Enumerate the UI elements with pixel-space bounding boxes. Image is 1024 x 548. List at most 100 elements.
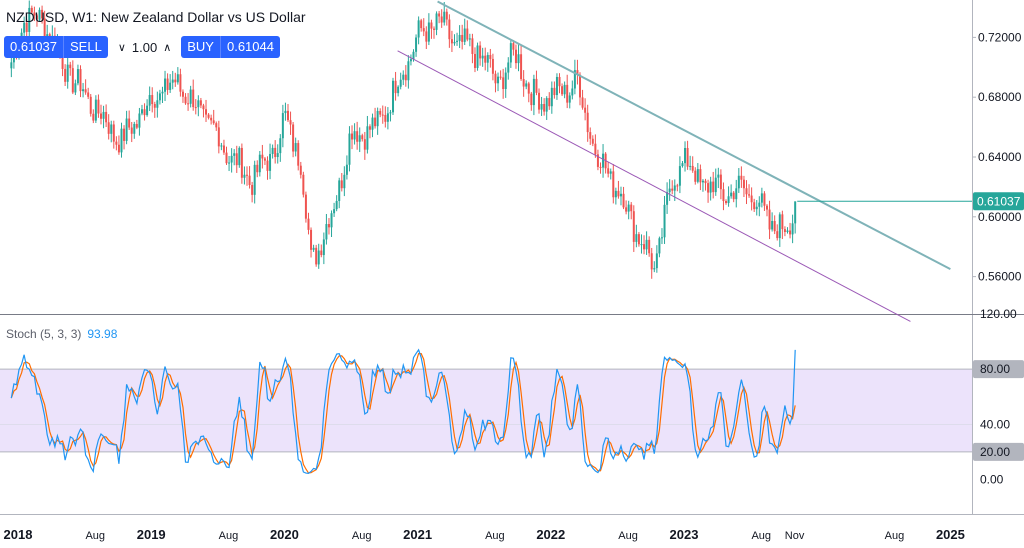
bull-candle: [435, 13, 438, 30]
bull-candle: [602, 153, 605, 168]
bear-candle: [461, 34, 464, 42]
bull-candle: [701, 180, 704, 183]
bear-candle: [99, 113, 102, 119]
bull-candle: [573, 70, 576, 89]
bear-candle: [194, 107, 197, 109]
bear-candle: [650, 253, 653, 270]
bear-candle: [432, 28, 435, 30]
bear-candle: [123, 128, 126, 141]
bear-candle: [302, 174, 305, 195]
bear-candle: [184, 96, 187, 104]
bull-candle: [333, 209, 336, 214]
bull-candle: [609, 171, 612, 174]
stoch-tick-label: 120.00: [980, 307, 1017, 321]
bear-candle: [304, 194, 307, 219]
increase-icon[interactable]: ∧: [163, 41, 172, 54]
bear-candle: [586, 112, 589, 133]
bull-candle: [386, 113, 389, 122]
bear-candle: [89, 96, 92, 114]
bull-candle: [148, 95, 151, 106]
bull-candle: [540, 103, 543, 110]
bear-candle: [356, 131, 359, 142]
bear-candle: [340, 180, 343, 189]
buy-button[interactable]: BUY: [181, 36, 220, 58]
time-axis-month-label: Aug: [618, 530, 638, 542]
bull-candle: [571, 88, 574, 96]
bull-candle: [517, 54, 520, 64]
bull-candle: [94, 99, 97, 121]
bear-candle: [527, 83, 530, 94]
bear-candle: [607, 168, 610, 174]
bear-candle: [43, 18, 46, 39]
bull-candle: [486, 54, 489, 63]
bear-candle: [202, 105, 205, 110]
bull-candle: [456, 40, 459, 42]
bear-candle: [263, 158, 266, 161]
bull-candle: [335, 200, 338, 210]
quantity-value[interactable]: 1.00: [131, 39, 158, 55]
bull-candle: [171, 79, 174, 83]
buy-price[interactable]: 0.61044: [219, 36, 280, 58]
bull-candle: [169, 82, 172, 90]
bull-candle: [532, 78, 535, 106]
bull-candle: [133, 123, 136, 134]
bear-candle: [712, 181, 715, 193]
bear-candle: [753, 202, 756, 210]
bull-candle: [276, 153, 279, 158]
bear-candle: [351, 133, 354, 140]
bear-candle: [363, 139, 366, 150]
time-axis-month-label: Aug: [485, 530, 505, 542]
time-axis-month-label: Aug: [219, 530, 239, 542]
bear-candle: [514, 49, 517, 64]
last-price-tag: [973, 192, 1024, 211]
bull-candle: [402, 74, 405, 80]
bear-candle: [740, 175, 743, 180]
bull-candle: [755, 206, 758, 210]
bear-candle: [763, 193, 766, 206]
price-tick-label: 0.60000: [978, 210, 1022, 224]
bear-candle: [307, 218, 310, 230]
bear-candle: [420, 20, 423, 29]
bull-candle: [125, 118, 128, 141]
bear-candle: [292, 124, 295, 152]
bear-candle: [719, 174, 722, 190]
price-tick-label: 0.72000: [978, 30, 1022, 44]
bear-candle: [725, 201, 728, 204]
bull-candle: [338, 180, 341, 201]
price-tick-label: 0.68000: [978, 90, 1022, 104]
bear-candle: [266, 160, 269, 171]
bear-candle: [207, 114, 210, 118]
sell-button[interactable]: SELL: [63, 36, 108, 58]
bull-candle: [253, 164, 256, 195]
bear-candle: [502, 77, 505, 90]
bear-candle: [622, 193, 625, 208]
bull-candle: [366, 126, 369, 150]
bear-candle: [543, 103, 546, 112]
decrease-icon[interactable]: ∨: [117, 41, 126, 54]
bull-candle: [614, 190, 617, 198]
bear-candle: [205, 109, 208, 115]
bear-candle: [745, 188, 748, 195]
sell-price[interactable]: 0.61037: [4, 36, 63, 58]
bear-candle: [225, 152, 228, 164]
bull-candle: [345, 164, 348, 175]
bull-candle: [758, 202, 761, 207]
bull-candle: [138, 113, 141, 128]
bear-candle: [297, 143, 300, 166]
bull-candle: [568, 95, 571, 103]
bear-candle: [261, 154, 264, 159]
bull-candle: [468, 38, 471, 40]
stoch-label: Stoch (5, 3, 3): [6, 327, 82, 341]
bull-candle: [684, 147, 687, 164]
quantity-stepper[interactable]: ∨ 1.00 ∧: [108, 40, 181, 55]
bear-candle: [210, 117, 213, 121]
bull-candle: [120, 128, 123, 153]
bear-candle: [368, 126, 371, 130]
time-axis-month-label: Aug: [885, 530, 905, 542]
bull-candle: [717, 174, 720, 178]
bull-candle: [281, 113, 284, 139]
bear-candle: [499, 76, 502, 78]
bear-candle: [117, 144, 120, 153]
